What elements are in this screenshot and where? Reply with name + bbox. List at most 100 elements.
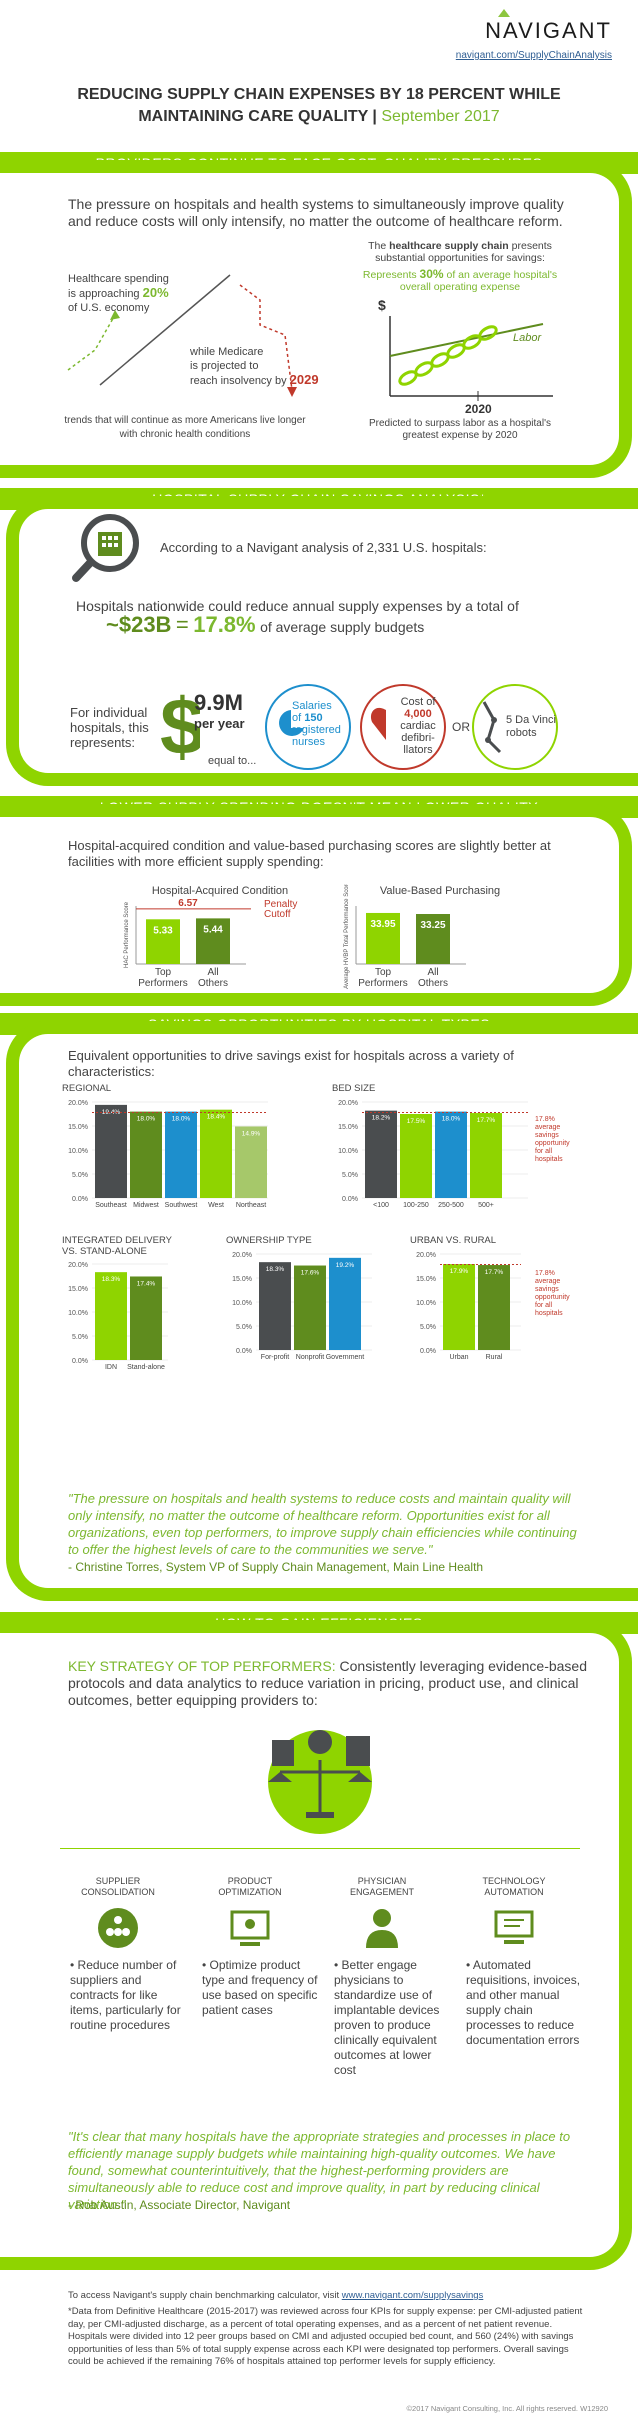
chart-title: BED SIZE [332, 1083, 375, 1094]
y-tick-label: 15.0% [232, 1276, 252, 1283]
bar-100 [365, 1110, 397, 1198]
amount-value: 9.9M [194, 690, 243, 715]
tick-label-top-performers: Top [375, 967, 392, 978]
copyright: ©2017 Navigant Consulting, Inc. All righ… [406, 2404, 608, 2413]
data-label-500: 17.7% [477, 1117, 496, 1124]
physician-icon [366, 1909, 398, 1948]
section1-panel [0, 160, 632, 478]
header-url-link[interactable]: navigant.com/SupplyChainAnalysis [455, 50, 612, 61]
footer-url-link[interactable]: www.navigant.com/supplysavings [341, 2290, 484, 2301]
logo-triangle-icon [498, 9, 511, 17]
col2-title: PRODUCT OPTIMIZATION [218, 1876, 282, 1897]
bar-250-500 [435, 1111, 467, 1198]
automation-icon [494, 1910, 534, 1944]
tick-label-southwest: Southwest [165, 1202, 198, 1209]
regional-chart: REGIONAL 20.0% 15.0% 10.0% 5.0% 0.0% 19.4% Sout… [62, 1082, 272, 1227]
bar-southwest [165, 1111, 197, 1198]
bar-rural [478, 1265, 510, 1350]
hac-chart: Hospital-Acquired Condition HAC Performan… [120, 884, 320, 997]
data-label-250-500: 18.0% [442, 1116, 461, 1123]
y-tick-label: 5.0% [342, 1172, 358, 1179]
nurses-circle [265, 684, 351, 770]
column-connector [60, 1848, 580, 1888]
navigant-logo: NAVIGANT [485, 9, 612, 44]
s1-intro: The pressure on hospitals and health sys… [68, 196, 564, 229]
tick-label-stand-alone: Stand-alone [127, 1364, 165, 1371]
page-title: REDUCING SUPPLY CHAIN EXPENSES BY 18 PER… [77, 86, 561, 125]
tick-label-west: West [208, 1202, 224, 1209]
y-tick-label: 5.0% [72, 1172, 88, 1179]
type-chart-svg: URBAN VS. RURAL 20.0% 15.0% 10.0% 5.0% 0.0% 17… [410, 1235, 521, 1361]
austin-attribution: - Rob Austin, Associate Director, Naviga… [68, 2198, 291, 2212]
bar-100-250 [400, 1114, 432, 1198]
tick-label-government: Government [326, 1354, 365, 1361]
col3-body: • Better engage physicians to standardiz… [334, 1958, 440, 2077]
trend-caption: trends that will continue as more Americ… [64, 415, 306, 440]
y-tick-label: 10.0% [338, 1148, 358, 1155]
torres-attribution: - Christine Torres, System VP of Supply … [68, 1560, 484, 1574]
y-tick-label: 20.0% [68, 1262, 88, 1269]
col3-title: PHYSICIAN ENGAGEMENT [349, 1876, 414, 1897]
type-chart-svg: REGIONAL 20.0% 15.0% 10.0% 5.0% 0.0% 19.4% Sout… [62, 1083, 268, 1209]
y-tick-label: 20.0% [232, 1252, 252, 1259]
labor-vs-supply-graphic: $ Labor [378, 297, 553, 401]
defib-stat: Cost of 4,000 cardiac defibri-llators [400, 696, 436, 756]
defib-circle [360, 684, 446, 770]
torres-quote: "The pressure on hospitals and health sy… [68, 1491, 577, 1557]
svg-text:$: $ [160, 684, 200, 762]
healthcare-spending-stat: Healthcare spending is approaching 20% of … [68, 273, 169, 314]
y-tick-label: 0.0% [72, 1196, 88, 1203]
data-label-government: 19.2% [336, 1262, 355, 1269]
data-label-top-performers: 5.33 [153, 925, 173, 936]
key-strategy: KEY STRATEGY OF TOP PERFORMERS: Consiste… [68, 1658, 587, 1708]
data-label-southwest: 18.0% [172, 1116, 191, 1123]
reference-label: Penalty [264, 899, 297, 910]
section3-panel [0, 804, 632, 1006]
tick-label-all-others: Others [198, 978, 228, 989]
austin-quote: "It's clear that many hospitals have the… [68, 2129, 571, 2212]
y-tick-label: 20.0% [68, 1100, 88, 1107]
data-label-all-others: 5.44 [203, 924, 223, 935]
quality-chart-svg: Value-Based Purchasing Average HVBP Total… [344, 880, 500, 989]
per-year-label: per year [194, 716, 245, 731]
product-optimization-icon [230, 1910, 270, 1946]
tick-label-for-profit: For-profit [261, 1354, 289, 1361]
robot-stat: 5 Da Vinci robots [506, 714, 556, 739]
reference-value: 6.57 [178, 898, 198, 909]
svg-text:Labor: Labor [513, 332, 542, 344]
avg-note-bed: 17.8% average savings opportunity for all hos… [535, 1116, 570, 1163]
s2-big-savings: ~$23B = 17.8% of average supply budgets [106, 612, 425, 637]
dollar-sign-icon: $ [160, 684, 200, 762]
tick-label-southeast: Southeast [95, 1202, 127, 1209]
s2-individual: For individual hospitals, this represents: [70, 705, 149, 750]
data-label-nonprofit: 17.6% [301, 1270, 320, 1277]
data-label-west: 18.4% [207, 1114, 226, 1121]
bar-500 [470, 1113, 502, 1198]
bar-top-performers [366, 912, 400, 964]
tick-label-500: 500+ [478, 1202, 494, 1209]
data-label-midwest: 18.0% [137, 1116, 156, 1123]
tick-label-top-performers: Top [155, 967, 172, 978]
y-tick-label: 0.0% [420, 1348, 436, 1355]
footer-note: *Data from Definitive Healthcare (2015-2… [68, 2306, 583, 2367]
y-tick-label: 15.0% [416, 1276, 436, 1283]
tick-label-rural: Rural [486, 1354, 503, 1361]
y-axis-label: Average HVBP Total Performance Score [344, 884, 350, 989]
data-label-100-250: 17.5% [407, 1118, 426, 1125]
data-label-for-profit: 18.3% [266, 1266, 285, 1273]
chart-title: Value-Based Purchasing [380, 885, 500, 897]
col4-title: TECHNOLOGY AUTOMATION [482, 1876, 546, 1897]
tick-label-250-500: 250-500 [438, 1202, 464, 1209]
supplier-consolidation-icon [98, 1908, 138, 1948]
y-axis-label: HAC Performance Score [124, 901, 130, 968]
tick-label-100: <100 [373, 1202, 389, 1209]
tick-label-all-others: Others [418, 978, 448, 989]
bar-northeast [235, 1126, 267, 1198]
bar-top-performers [146, 919, 180, 964]
tick-label-nonprofit: Nonprofit [296, 1354, 324, 1361]
or-label: OR [452, 720, 470, 734]
medicare-stat: while Medicare is projected to reach insol… [190, 346, 319, 387]
y-tick-label: 10.0% [68, 1148, 88, 1155]
supply-chain-stat: The healthcare supply chain presents subs… [368, 240, 552, 264]
equal-to-label: equal to... [208, 755, 257, 767]
